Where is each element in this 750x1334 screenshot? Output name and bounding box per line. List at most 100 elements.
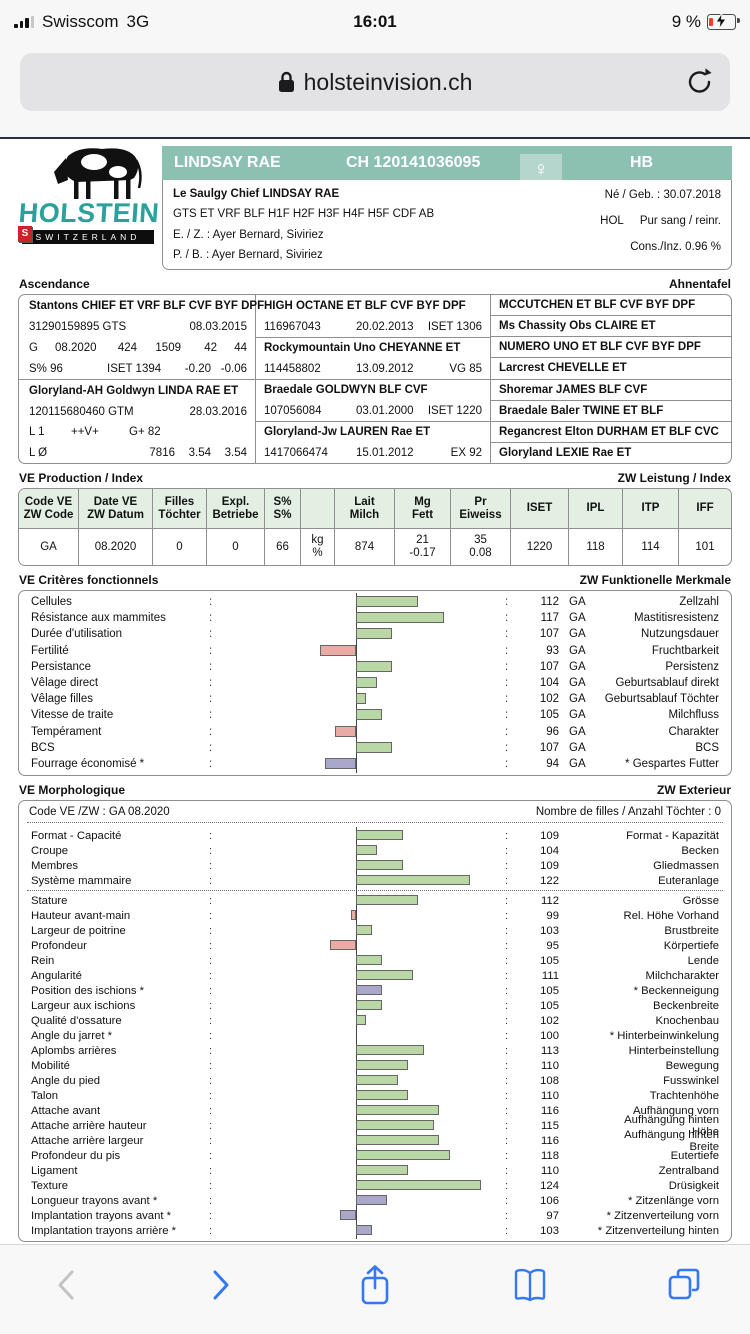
trait-value: 107 [539,660,559,673]
trait-label-de: * Zitzenverteilung vorn [606,1209,719,1222]
trait-bar-zone [217,1165,505,1176]
carrier-label: Swisscom [42,12,119,31]
trait-value: 109 [540,859,559,872]
trait-label-fr: Angularité [31,969,82,982]
grandparent-id: 114458802 [264,362,321,375]
grandparent-score: ISET 1306 [427,320,482,333]
trait-value: 104 [539,677,559,690]
chart-axis [356,827,357,1240]
colon: : [209,709,213,722]
colon: : [505,596,509,609]
dam-block: Gloryland-AH Goldwyn LINDA RAE ET 1201156… [19,379,255,463]
grandparent-date: 15.01.2012 [356,446,414,459]
cow-icon [54,148,142,199]
forward-button[interactable] [199,1263,243,1307]
trait-label-fr: Fertilité [31,644,69,657]
trait-label-fr: Vitesse de traite [31,709,114,722]
trait-label-de: Rel. Höhe Vorhand [623,909,719,922]
trait-bar [356,1165,408,1176]
reload-button[interactable] [686,67,714,102]
production-value-cell: 101 [695,540,715,553]
trait-value: 112 [540,894,559,907]
colon: : [505,1179,509,1192]
morphology-daughters-line: Nombre de filles / Anzahl Töchter : 0 [535,806,721,819]
trait-value: 110 [540,1059,559,1072]
bookmarks-button[interactable] [508,1263,552,1307]
trait-label-de: Aufhängung hinten Höhe [624,1113,719,1138]
trait-bar [350,910,356,921]
trait-code: GA [569,741,586,754]
trait-label-de: Persistenz [665,660,719,673]
production-header-cell: Mg Fett [395,489,451,529]
trait-bar [356,955,382,966]
trait-label-fr: Rein [31,954,55,967]
trait-label-de: Geburtsablauf Töchter [604,693,719,706]
production-value-cell: GA [19,529,79,565]
holstein-switzerland-logo: HOLSTEIN SWITZERLAND S [18,146,160,266]
trait-value: 109 [540,829,559,842]
trait-row: Angle du jarret *:: 100 * Hinterbeinwinkel… [19,1028,731,1043]
trait-label-de: Beckenbreite [653,999,719,1012]
trait-label-de: BCS [695,741,719,754]
trait-label-de: Format - Kapazität [626,829,719,842]
colon: : [209,1044,213,1057]
trait-label-fr: Vêlage direct [31,677,99,690]
production-header-cell: IPL [569,489,623,529]
address-bar[interactable]: holsteinvision.ch [20,53,730,111]
colon: : [505,939,509,952]
grandparent-detail: 107056084 03.01.2000 ISET 1220 [264,405,482,417]
trait-bar-zone [217,1015,505,1026]
trait-row: Résistance aux mammites:: 117 GA Mastitisre… [19,610,731,626]
grandparent-score: VG 85 [449,362,482,375]
breeder-line: E. / Z. : Ayer Bernard, Siviriez [173,228,324,241]
trait-label-de: * Beckenneigung [633,984,719,997]
url-bar-row: holsteinvision.ch [0,44,750,120]
trait-label-fr: Tempérament [31,725,102,738]
breed-code: HOL [600,215,624,227]
share-button[interactable] [353,1263,397,1307]
trait-bar [356,693,367,705]
trait-code: GA [569,725,586,738]
trait-value: 111 [541,969,559,982]
trait-bar-zone [217,860,505,871]
colon: : [505,709,509,722]
colon: : [505,829,509,842]
trait-bar [324,757,356,769]
trait-bar [356,970,414,981]
trait-bar [356,709,382,721]
trait-bar-zone [217,757,505,770]
trait-row: Angle du pied:: 108 Fusswinkel [19,1073,731,1088]
colon: : [505,1134,509,1147]
great-grandparent-name: Gloryland LEXIE Rae ET [491,441,731,463]
trait-bar [330,940,356,951]
trait-label-de: Trachtenhöhe [649,1089,719,1102]
colon: : [209,725,213,738]
trait-bar-zone [217,1135,505,1146]
trait-label-de: * Zitzenverteilung hinten [597,1224,719,1237]
trait-label-de: * Gespartes Futter [625,757,719,770]
trait-bar [356,1180,481,1191]
trait-label-fr: Profondeur [31,939,87,952]
back-button[interactable] [44,1263,88,1307]
grandparent-block: Gloryland-Jw LAUREN Rae ET 1417066474 15.0… [256,421,490,463]
colon: : [209,1209,213,1222]
production-value-cell: 118 [569,529,623,565]
trait-label-fr: Durée d'utilisation [31,628,123,641]
trait-value: 117 [540,612,559,625]
trait-label-fr: Ligament [31,1164,78,1177]
grandparent-id: 1417066474 [264,446,328,459]
trait-bar [356,596,419,608]
grandparent-block: Braedale GOLDWYN BLF CVF 107056084 03.01.2… [256,379,490,421]
trait-bar-zone [217,1180,505,1191]
trait-value: 103 [540,1224,559,1237]
trait-label-fr: Qualité d'ossature [31,1014,122,1027]
trait-code: GA [569,596,586,609]
grandparent-block: Rockymountain Uno CHEYANNE ET 114458802 13… [256,337,490,379]
trait-row: Texture:: 124 Drüsigkeit [19,1178,731,1193]
production-value-cell: 66 [265,529,301,565]
parent-id-line: 120115680460 GTM 28.03.2016 [29,405,247,418]
trait-value: 105 [540,984,559,997]
tabs-button[interactable] [662,1263,706,1307]
trait-bar [356,1150,450,1161]
logo-title: HOLSTEIN [17,198,161,228]
